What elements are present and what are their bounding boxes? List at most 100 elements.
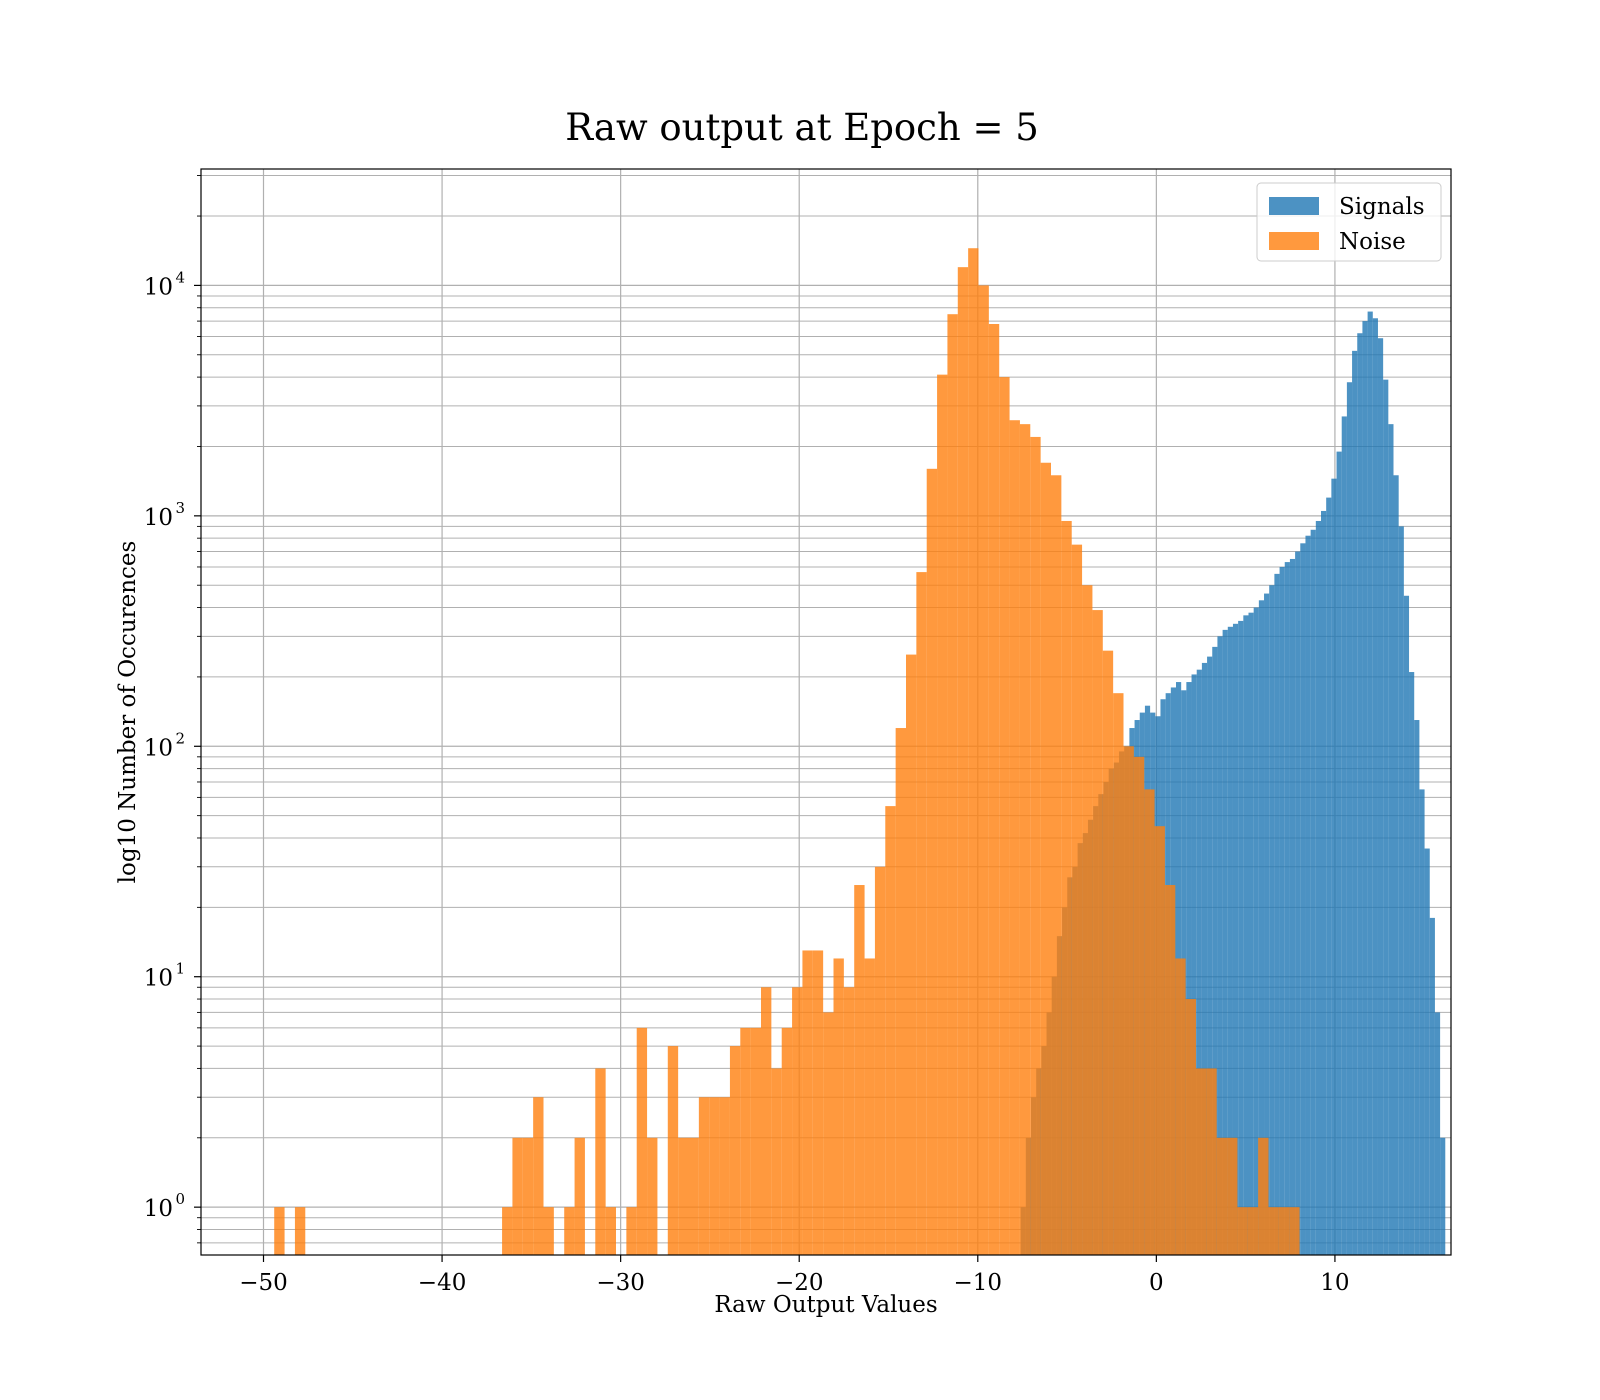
histogram-bar	[564, 1207, 575, 1255]
histogram-bar	[1164, 885, 1176, 1255]
histogram-bar	[522, 1137, 534, 1255]
histogram-bar	[1196, 669, 1202, 1255]
histogram-bar	[274, 1207, 285, 1255]
histogram-bar	[1362, 321, 1368, 1255]
histogram-bar	[781, 1027, 793, 1255]
histogram-bar	[1191, 674, 1197, 1255]
histogram-bar	[1278, 1207, 1290, 1255]
histogram-bar	[833, 958, 844, 1255]
histogram-bar	[1222, 629, 1228, 1255]
histogram-bar	[1051, 475, 1062, 1256]
histogram-bar	[750, 1027, 761, 1255]
histogram-bar	[1383, 379, 1389, 1256]
y-tick-exponent: 0	[175, 1190, 185, 1208]
histogram-bar	[926, 468, 938, 1255]
histogram-bar	[874, 866, 886, 1255]
histogram-bar	[1414, 720, 1420, 1255]
x-tick-label: −10	[954, 1270, 1003, 1296]
histogram-bar	[1310, 529, 1316, 1255]
histogram-bar	[1321, 510, 1327, 1255]
histogram-bar	[1227, 1137, 1238, 1255]
histogram-bar	[1248, 612, 1254, 1255]
x-axis-label: Raw Output Values	[714, 1292, 937, 1318]
histogram-bar	[1019, 424, 1031, 1256]
legend-label: Noise	[1339, 229, 1406, 255]
histogram-bar	[1377, 338, 1384, 1255]
histogram-bar	[1258, 1137, 1269, 1255]
y-axis-label: log10 Number of Occurences	[115, 541, 141, 884]
histogram-bar	[1346, 382, 1353, 1255]
histogram-bar	[1232, 623, 1239, 1255]
histogram-bar	[947, 314, 958, 1256]
histogram-bar	[1300, 543, 1306, 1255]
histogram-bar	[1284, 562, 1290, 1255]
histogram-bar	[1357, 333, 1363, 1255]
histogram-bar	[843, 987, 855, 1255]
histogram-bar	[1289, 558, 1296, 1255]
histogram-bar	[1372, 318, 1378, 1255]
histogram-bar	[1326, 497, 1332, 1256]
histogram-bar	[1175, 958, 1186, 1255]
y-tick-label: 10	[144, 1196, 173, 1222]
x-axis-ticks: −50 −40 −30 −20 −10 0 10	[239, 1255, 1350, 1296]
x-tick-label: 0	[1149, 1270, 1164, 1296]
histogram-bar	[1331, 478, 1337, 1256]
x-tick-label: 10	[1320, 1270, 1349, 1296]
histogram-bar	[688, 1137, 699, 1255]
histogram-bar	[988, 324, 1000, 1255]
chart-title: Raw output at Epoch = 5	[565, 106, 1039, 149]
histogram-bar	[729, 1046, 741, 1255]
histogram-bar	[1237, 1207, 1248, 1255]
histogram-bar	[937, 374, 948, 1255]
histogram-bar	[1336, 451, 1342, 1255]
histogram-bar	[1201, 662, 1208, 1255]
histogram-bar	[802, 950, 813, 1255]
y-tick-label: 10	[144, 274, 173, 300]
histogram-bar	[1352, 350, 1358, 1255]
histogram-bar	[1424, 848, 1430, 1255]
histogram-bar	[1123, 746, 1134, 1255]
histogram-bar	[1185, 999, 1196, 1255]
histogram-bar	[1258, 600, 1265, 1255]
histogram-bar	[1207, 656, 1213, 1255]
histogram-bar	[854, 885, 865, 1255]
histogram-bar	[1196, 1068, 1207, 1255]
histogram-bar	[719, 1097, 730, 1255]
histogram-bar	[1247, 1207, 1259, 1255]
histogram-bar	[1113, 693, 1124, 1255]
y-tick-label: 10	[144, 505, 173, 531]
histogram-bar	[906, 654, 917, 1255]
histogram-bar	[1253, 607, 1259, 1255]
histogram-bar	[1154, 826, 1165, 1255]
histogram-bar	[1144, 789, 1155, 1255]
x-tick-label: −20	[775, 1270, 824, 1296]
plot-frame	[200, 168, 1452, 1256]
histogram-bar	[605, 1207, 616, 1255]
histogram-bar	[667, 1046, 679, 1255]
legend-swatch	[1269, 197, 1319, 215]
histogram-bar	[1186, 682, 1192, 1255]
histogram-bar	[895, 728, 906, 1255]
legend-label: Signals	[1339, 194, 1425, 220]
histogram-bar	[1434, 1012, 1441, 1255]
histogram-bar	[1264, 593, 1270, 1255]
histogram-bar	[968, 248, 979, 1256]
histogram-bar	[1227, 626, 1233, 1255]
histogram-bar	[626, 1207, 637, 1255]
y-tick-label: 10	[144, 735, 173, 761]
histogram-bar	[1279, 566, 1285, 1255]
histogram-bar	[533, 1097, 544, 1255]
histogram-bar	[1217, 636, 1223, 1255]
legend-swatch	[1269, 232, 1319, 250]
histogram-bar	[574, 1137, 585, 1255]
y-tick-exponent: 1	[175, 960, 185, 978]
histogram-bar	[1061, 520, 1072, 1255]
histogram-bar	[771, 1068, 782, 1255]
histogram-bar	[1269, 585, 1275, 1255]
histogram-bar	[1274, 573, 1280, 1255]
histogram-bar	[1393, 475, 1399, 1256]
histogram-bar	[1216, 1137, 1228, 1255]
x-tick-label: −50	[239, 1270, 288, 1296]
histogram-bar	[512, 1137, 523, 1255]
